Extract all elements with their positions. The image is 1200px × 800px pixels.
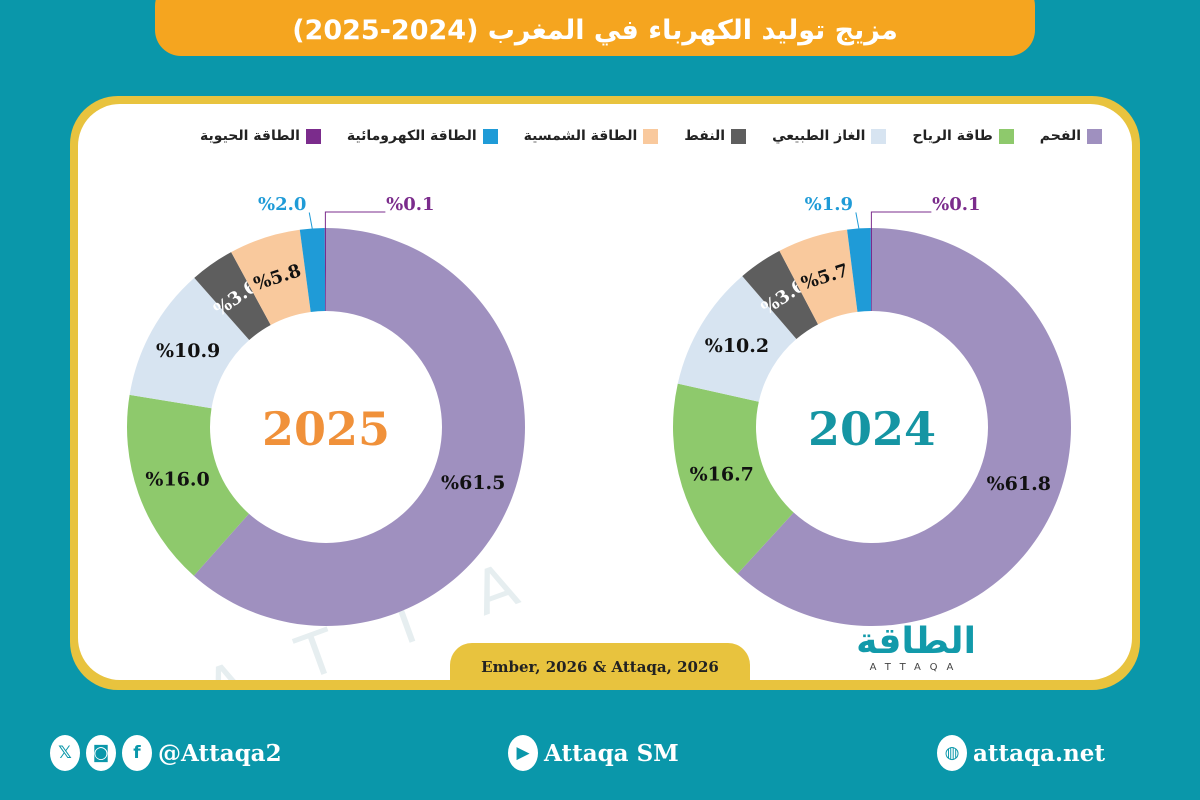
legend-swatch bbox=[998, 128, 1014, 144]
title-bar: مزيج توليد الكهرباء في المغرب (2024-2025… bbox=[155, 0, 1035, 56]
legend-item: النفط bbox=[684, 128, 747, 144]
leader-line bbox=[870, 211, 932, 229]
donut-slice-2024-5 bbox=[847, 228, 872, 312]
legend-label: الطاقة الشمسية bbox=[523, 128, 638, 144]
legend-label: الطاقة الكهرومائية bbox=[346, 128, 477, 144]
leader-line bbox=[308, 212, 313, 229]
donut-slice-2025-4 bbox=[231, 229, 311, 326]
donut-slice-2025-6 bbox=[324, 228, 326, 312]
donut-charts: %61.8%16.7%10.2%3.6%5.7%1.9 %0.12024%61.5… bbox=[127, 194, 1071, 626]
donut-slice-2025-5 bbox=[299, 228, 326, 313]
legend-item: الطاقة الكهرومائية bbox=[347, 128, 498, 144]
legend-swatch bbox=[871, 128, 887, 144]
legend-swatch bbox=[1087, 128, 1102, 144]
legend-swatch bbox=[643, 128, 659, 144]
leader-line bbox=[324, 211, 386, 229]
donut-slice-2025-0 bbox=[193, 228, 525, 626]
donut-slice-2024-6 bbox=[870, 228, 872, 312]
website-link: ◍ attaqa.net bbox=[937, 735, 1105, 771]
legend-swatch bbox=[305, 128, 321, 144]
attaqa-logo: الطاقة ATTAQA bbox=[826, 622, 1006, 680]
legend-label: الغاز الطبيعي bbox=[772, 128, 866, 144]
slice-label: %0.1 bbox=[932, 194, 980, 215]
slice-label: %61.8 bbox=[987, 473, 1051, 495]
leader-line bbox=[855, 212, 860, 229]
donut-center-year: 2025 bbox=[262, 402, 390, 456]
legend-item: الطاقة الحيوية bbox=[200, 128, 321, 144]
legend-label: طاقة الرياح bbox=[912, 128, 993, 144]
slice-label: %16.7 bbox=[690, 463, 754, 485]
legend-swatch bbox=[482, 128, 498, 144]
slice-label: %10.2 bbox=[705, 335, 769, 357]
x-icon[interactable]: 𝕏 bbox=[50, 735, 80, 771]
legend-item: طاقة الرياح bbox=[912, 128, 1014, 144]
donut-slice-2025-3 bbox=[194, 252, 271, 341]
slice-label: %16.0 bbox=[145, 469, 209, 491]
footer: 𝕏 ◙ f @Attaqa2 ▶ Attaqa SM ◍ attaqa.net bbox=[0, 735, 1200, 775]
donut-slice-2024-2 bbox=[677, 276, 797, 402]
logo-latin: ATTAQA bbox=[869, 662, 963, 673]
legend-label: الفحم bbox=[1039, 128, 1081, 144]
source-text: Ember, 2026 & Attaqa, 2026 bbox=[481, 657, 719, 676]
donut-slice-2024-0 bbox=[737, 228, 1071, 626]
legend-item: الغاز الطبيعي bbox=[772, 128, 887, 144]
social-handle[interactable]: @Attaqa2 bbox=[158, 739, 282, 767]
donut-slice-2024-3 bbox=[742, 250, 819, 340]
slice-label: %1.9 bbox=[805, 194, 853, 215]
donut-slice-2025-2 bbox=[129, 277, 250, 409]
legend-item: الطاقة الشمسية bbox=[524, 128, 659, 144]
legend-label: الطاقة الحيوية bbox=[200, 128, 300, 144]
youtube-channel[interactable]: Attaqa SM bbox=[544, 739, 679, 767]
website-url[interactable]: attaqa.net bbox=[973, 739, 1106, 767]
donut-slice-2024-4 bbox=[779, 229, 858, 325]
slice-label: %10.9 bbox=[156, 340, 220, 362]
slice-label: %2.0 bbox=[258, 194, 306, 215]
facebook-icon[interactable]: f bbox=[122, 735, 152, 771]
legend-swatch bbox=[731, 128, 747, 144]
youtube-icon[interactable]: ▶ bbox=[508, 735, 538, 771]
donut-slice-2024-1 bbox=[673, 383, 794, 574]
globe-icon[interactable]: ◍ bbox=[937, 735, 967, 771]
slice-label: %61.5 bbox=[441, 472, 505, 494]
legend: الفحم طاقة الرياح الغاز الطبيعي النفط الطاقة… bbox=[200, 128, 1102, 144]
instagram-icon[interactable]: ◙ bbox=[86, 735, 116, 771]
source-label: Ember, 2026 & Attaqa, 2026 bbox=[450, 643, 750, 690]
legend-item: الفحم bbox=[1040, 128, 1102, 144]
logo-arabic: الطاقة bbox=[856, 621, 976, 662]
slice-label: %0.1 bbox=[386, 194, 434, 215]
donut-slice-2025-1 bbox=[127, 394, 249, 576]
youtube-link: ▶ Attaqa SM bbox=[508, 735, 679, 771]
legend-label: النفط bbox=[684, 128, 726, 144]
chart-title: مزيج توليد الكهرباء في المغرب (2024-2025… bbox=[292, 15, 898, 46]
social-links: 𝕏 ◙ f @Attaqa2 bbox=[50, 735, 282, 771]
donut-center-year: 2024 bbox=[808, 402, 936, 456]
